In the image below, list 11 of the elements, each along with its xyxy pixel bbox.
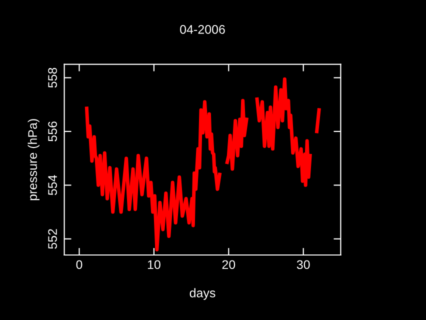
x-tick-label: 0: [76, 260, 82, 270]
y-tick-label: 554: [48, 175, 57, 196]
y-axis-title: pressure (hPa): [28, 119, 40, 200]
x-tick-label: 10: [148, 260, 160, 270]
y-tick-label: 552: [48, 229, 57, 249]
x-tick-label: 20: [222, 260, 236, 270]
x-tick-label: 30: [296, 260, 310, 270]
chart-title: 04-2006: [180, 25, 225, 34]
y-tick-label: 556: [48, 122, 57, 142]
x-axis-title: days: [190, 288, 216, 300]
y-tick-label: 558: [48, 68, 57, 88]
